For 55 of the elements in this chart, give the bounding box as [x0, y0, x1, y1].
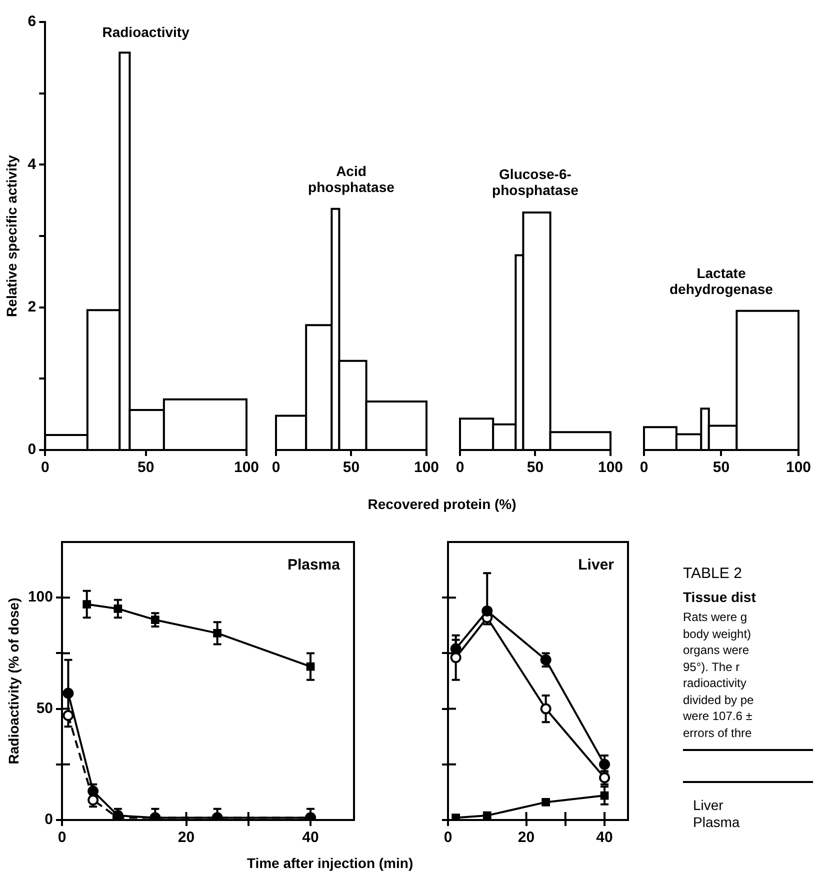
x-tick-label: 40	[302, 829, 319, 846]
text: errors of thre	[683, 724, 753, 741]
text: Lactate dehydrogenase	[668, 264, 774, 297]
x-tick-label: 0	[456, 459, 464, 476]
chart-title: Radioactivity	[101, 24, 190, 40]
point	[62, 710, 74, 721]
text: Tissue dist	[683, 588, 757, 605]
y-tick-label: 50	[36, 700, 53, 717]
x-tick-label: 50	[526, 459, 544, 476]
text: Plasma	[287, 556, 341, 574]
text: radioactivity	[683, 675, 748, 692]
text: Liver	[578, 556, 614, 574]
point	[114, 604, 122, 613]
x-tick-label: 0	[444, 829, 452, 846]
x-tick-label: 100	[234, 459, 259, 476]
x-tick-label: 50	[712, 459, 730, 476]
x-tick-label: 40	[596, 829, 613, 846]
text: were 107.6 ±	[683, 708, 754, 724]
x-tick-label: 0	[640, 459, 648, 476]
point	[213, 629, 222, 638]
text: TABLE 2	[683, 565, 743, 582]
point	[151, 616, 160, 624]
x-axis-title: Recovered protein (%)	[368, 496, 516, 512]
text: body weight)	[683, 626, 752, 642]
x-tick-label: 100	[598, 459, 623, 476]
text: Acid phosphatase	[307, 162, 396, 195]
text: Rats were g	[683, 609, 748, 626]
text: Liver	[692, 797, 724, 814]
x-tick-label: 20	[518, 829, 535, 846]
text: organs were	[683, 642, 750, 658]
y-tick-label: 0	[44, 811, 53, 828]
x-tick-label: 100	[786, 459, 811, 476]
x-tick-label: 50	[137, 459, 154, 476]
y-axis-title: Relative specific activity	[3, 154, 20, 317]
x-tick-label: 0	[272, 459, 280, 476]
point	[306, 662, 315, 671]
y-tick-label: 6	[28, 13, 36, 30]
x-tick-label: 100	[414, 459, 439, 476]
y-tick-label: 2	[28, 298, 36, 316]
y-axis-title: Radioactivity (% of dose)	[5, 598, 22, 764]
x-tick-label: 50	[342, 459, 360, 476]
point	[82, 600, 92, 608]
text: 95°). The r	[683, 658, 741, 675]
text: divided by pe	[683, 692, 755, 708]
x-tick-label: 20	[178, 829, 195, 846]
point	[62, 688, 74, 699]
x-tick-label: 0	[58, 829, 66, 846]
y-tick-label: 0	[28, 441, 36, 458]
x-axis-title: Time after injection (min)	[246, 855, 414, 871]
point	[88, 794, 99, 806]
text: Glucose-6-phosphatase	[491, 166, 580, 198]
y-tick-label: 100	[28, 588, 53, 606]
y-tick-label: 4	[28, 156, 37, 173]
point	[88, 786, 99, 797]
text: Plasma	[692, 814, 741, 830]
